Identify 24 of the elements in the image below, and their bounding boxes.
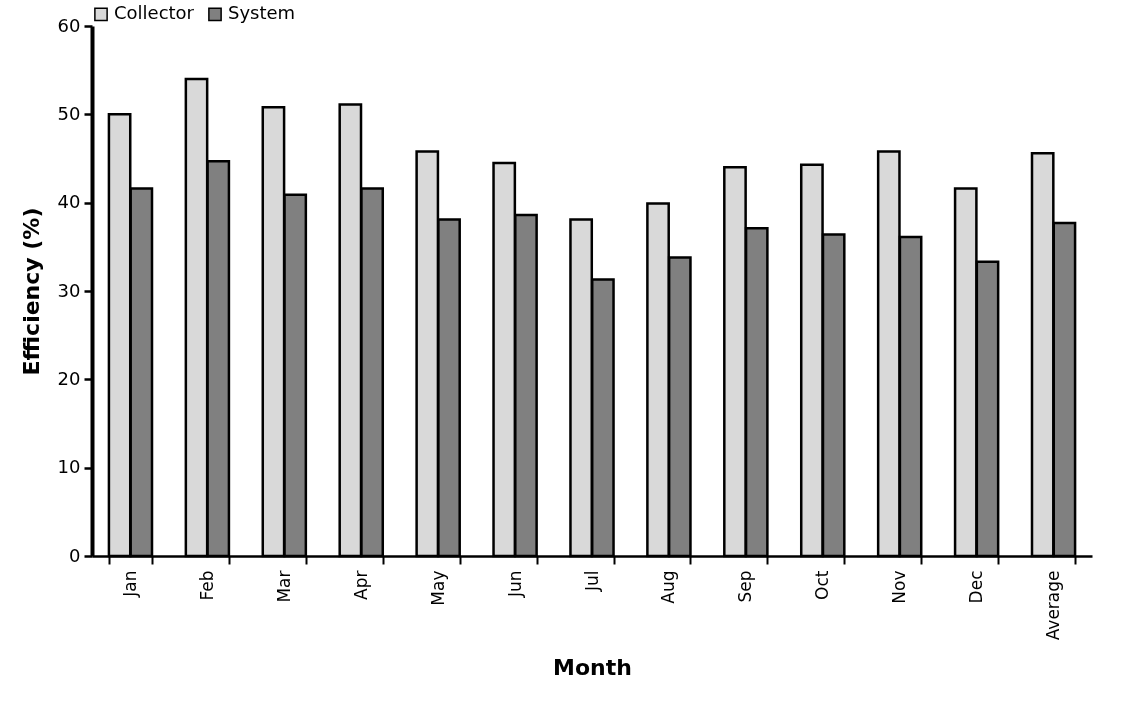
x-tick-label: Jul — [581, 570, 602, 593]
y-tick-label: 50 — [57, 102, 81, 124]
x-tick-label: Jan — [119, 570, 140, 598]
y-tick-label: 0 — [69, 544, 81, 566]
x-tick-label: Feb — [196, 570, 217, 601]
x-tick-label: Apr — [350, 570, 371, 600]
x-tick-label: Jun — [504, 570, 525, 599]
x-tick-label: Nov — [889, 570, 910, 604]
x-tick-label: Average — [1043, 570, 1064, 641]
x-tick-label: Sep — [735, 570, 756, 603]
y-tick-label: 20 — [57, 367, 81, 389]
x-axis-title: Month — [553, 655, 632, 681]
x-tick-label: Aug — [658, 570, 679, 604]
y-tick-label: 40 — [57, 191, 81, 213]
y-axis-title: Efficiency (%) — [18, 207, 44, 376]
x-tick-label: Oct — [812, 570, 833, 600]
x-tick-label: May — [427, 570, 448, 606]
legend-label: System — [228, 2, 296, 24]
x-tick-label: Mar — [273, 570, 294, 603]
y-tick-label: 30 — [57, 279, 81, 301]
x-tick-label: Dec — [966, 570, 987, 604]
legend-label: Collector — [114, 2, 195, 24]
y-tick-label: 60 — [57, 14, 81, 36]
y-tick-label: 10 — [57, 456, 81, 478]
